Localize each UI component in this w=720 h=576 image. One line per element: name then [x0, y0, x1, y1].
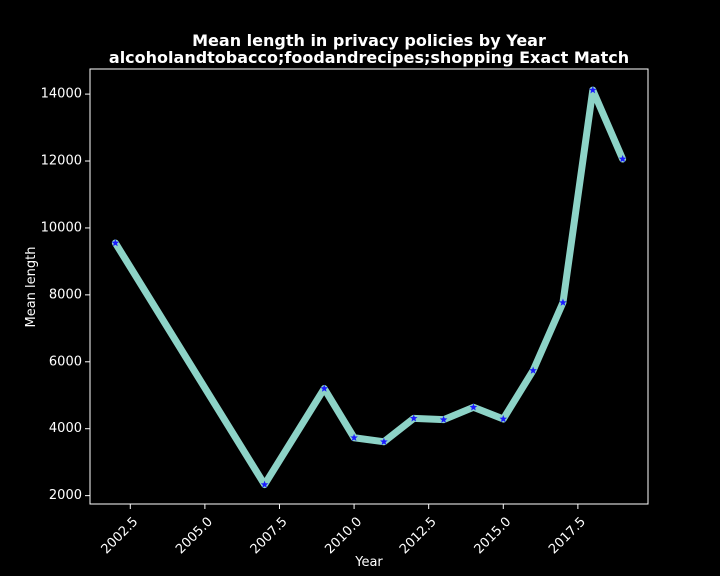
y-tick-label: 4000 — [49, 421, 82, 436]
x-axis-label: Year — [354, 555, 383, 570]
data-point — [499, 415, 508, 423]
data-point — [469, 403, 478, 411]
axes-frame — [89, 68, 649, 505]
y-tick-label: 6000 — [49, 354, 82, 369]
data-point — [380, 437, 388, 445]
y-axis-label: Mean length — [24, 247, 39, 328]
data-point — [409, 414, 418, 422]
data-point — [559, 298, 567, 306]
data-point — [588, 86, 597, 94]
data-point — [350, 433, 358, 441]
chart-subtitle: alcoholandtobacco;foodandrecipes;shoppin… — [109, 48, 629, 67]
chart-title: Mean length in privacy policies by Year — [192, 31, 546, 50]
plot-area — [89, 68, 649, 505]
y-tick-label: 8000 — [49, 287, 82, 302]
data-point — [320, 384, 329, 392]
y-tick-label: 10000 — [41, 220, 82, 235]
y-axis-ticks: 2000 4000 6000 8000 10000 12000 14000 — [41, 87, 90, 503]
data-point — [439, 415, 448, 423]
data-point — [529, 366, 537, 374]
data-point — [111, 239, 120, 247]
y-tick-label: 12000 — [41, 154, 82, 169]
data-point — [260, 480, 269, 488]
y-tick-label: 2000 — [49, 488, 82, 503]
data-point — [618, 155, 627, 163]
y-tick-label: 14000 — [41, 87, 82, 102]
